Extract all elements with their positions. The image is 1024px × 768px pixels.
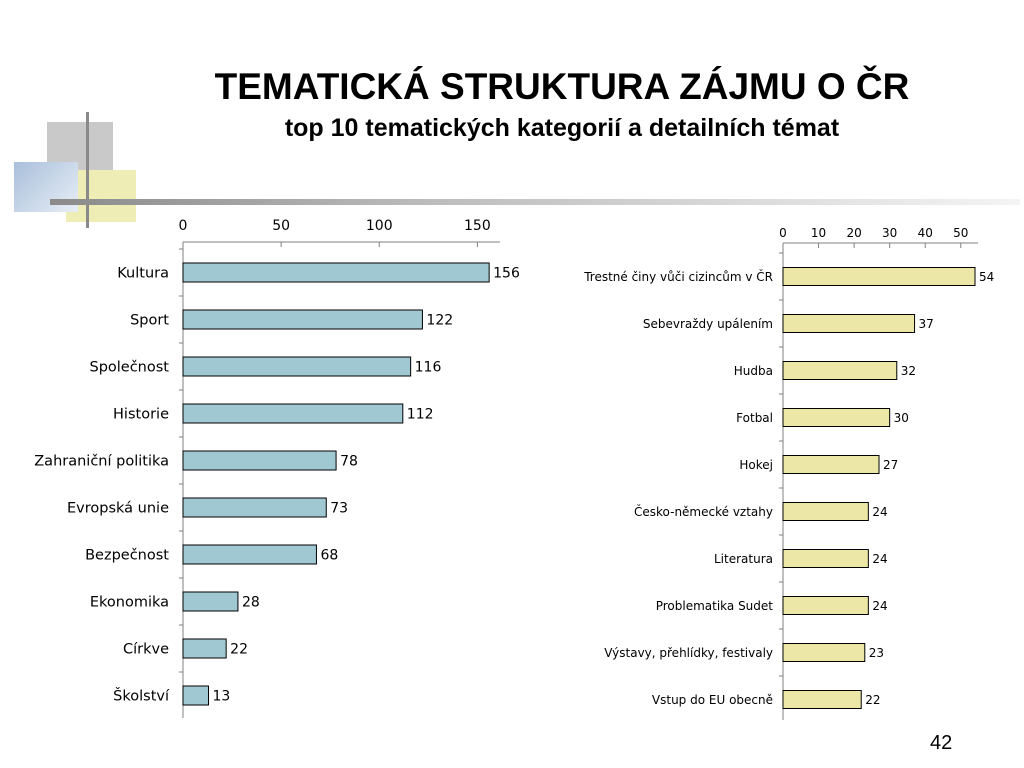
right-value-label: 54 — [979, 270, 994, 284]
left-category-label: Historie — [113, 407, 169, 423]
left-bar — [182, 356, 412, 377]
left-category-label: Církve — [123, 642, 169, 658]
right-value-label: 24 — [872, 599, 887, 613]
right-bar — [782, 314, 916, 333]
left-bar — [182, 309, 423, 330]
left-category-label: Školství — [113, 687, 170, 705]
right-bar — [782, 690, 862, 709]
slide-title: TEMATICKÁ STRUKTURA ZÁJMU O ČR — [214, 66, 910, 107]
right-bar — [782, 549, 869, 568]
right-bar-chart: 0 10 20 30 40 50 Trestné činy vůči cizincům v … — [583, 226, 994, 720]
right-category-label: Problematika Sudet — [656, 599, 774, 613]
right-value-label: 23 — [869, 646, 884, 660]
left-bar — [182, 638, 227, 659]
right-category-label: Vstup do EU obecně — [652, 693, 773, 707]
left-value-label: 13 — [213, 689, 231, 705]
right-x-tick-label: 40 — [918, 226, 933, 240]
right-bar — [782, 361, 898, 380]
left-value-label: 68 — [320, 548, 338, 564]
left-value-label: 122 — [426, 313, 453, 329]
right-x-tick-label: 30 — [882, 226, 897, 240]
left-bar — [182, 262, 490, 283]
right-bar — [782, 502, 869, 521]
left-value-label: 28 — [242, 595, 260, 611]
left-category-label: Ekonomika — [90, 595, 169, 611]
right-category-label: Hudba — [734, 364, 773, 378]
right-bar — [782, 455, 880, 474]
right-x-tick-label: 0 — [779, 226, 787, 240]
left-bar — [182, 403, 404, 424]
left-value-label: 116 — [415, 360, 442, 376]
right-bar — [782, 643, 866, 662]
left-bar — [182, 544, 317, 565]
right-x-tick-label: 10 — [811, 226, 826, 240]
left-category-label: Bezpečnost — [85, 548, 169, 564]
right-value-label: 22 — [865, 693, 880, 707]
right-category-label: Sebevraždy upálením — [643, 317, 773, 331]
left-bar — [182, 497, 327, 518]
left-category-label: Sport — [130, 313, 169, 329]
left-value-label: 78 — [340, 454, 358, 470]
right-bar — [782, 408, 891, 427]
page-number: 42 — [930, 732, 953, 754]
right-value-label: 24 — [872, 505, 887, 519]
right-value-label: 30 — [894, 411, 909, 425]
right-x-tick-label: 50 — [953, 226, 968, 240]
right-category-label: Česko-německé vztahy — [634, 504, 773, 519]
decor-vertical-line — [86, 112, 89, 228]
right-category-label: Literatura — [714, 552, 773, 566]
right-category-label: Fotbal — [736, 411, 773, 425]
right-value-label: 24 — [872, 552, 887, 566]
right-value-label: 32 — [901, 364, 916, 378]
left-x-tick-label: 150 — [464, 218, 491, 234]
left-value-label: 73 — [330, 501, 348, 517]
left-bar — [182, 685, 210, 706]
right-category-label: Hokej — [739, 458, 773, 472]
left-value-label: 112 — [407, 407, 434, 423]
left-category-label: Evropská unie — [67, 501, 169, 517]
right-category-label: Trestné činy vůči cizincům v ČR — [583, 269, 773, 284]
left-category-label: Kultura — [117, 266, 169, 282]
right-bar — [782, 596, 869, 615]
left-bar — [182, 450, 337, 471]
decor-horizontal-line — [50, 199, 1020, 205]
left-x-tick-label: 0 — [179, 218, 188, 234]
right-value-label: 27 — [883, 458, 898, 472]
left-category-label: Společnost — [89, 360, 169, 376]
left-value-label: 22 — [230, 642, 248, 658]
left-bar-chart: 0 50 100 150 Kultura 156 Sport 122 Společnost 116… — [34, 218, 520, 718]
right-x-tick-label: 20 — [846, 226, 861, 240]
left-x-tick-label: 100 — [366, 218, 393, 234]
right-bar — [782, 267, 976, 286]
left-category-label: Zahraniční politika — [34, 454, 169, 470]
right-value-label: 37 — [919, 317, 934, 331]
left-x-tick-label: 50 — [272, 218, 290, 234]
right-category-label: Výstavy, přehlídky, festivaly — [604, 646, 773, 660]
left-bar — [182, 591, 239, 612]
left-value-label: 156 — [493, 266, 520, 282]
slide-subtitle: top 10 tematických kategorií a detailníc… — [284, 114, 840, 142]
